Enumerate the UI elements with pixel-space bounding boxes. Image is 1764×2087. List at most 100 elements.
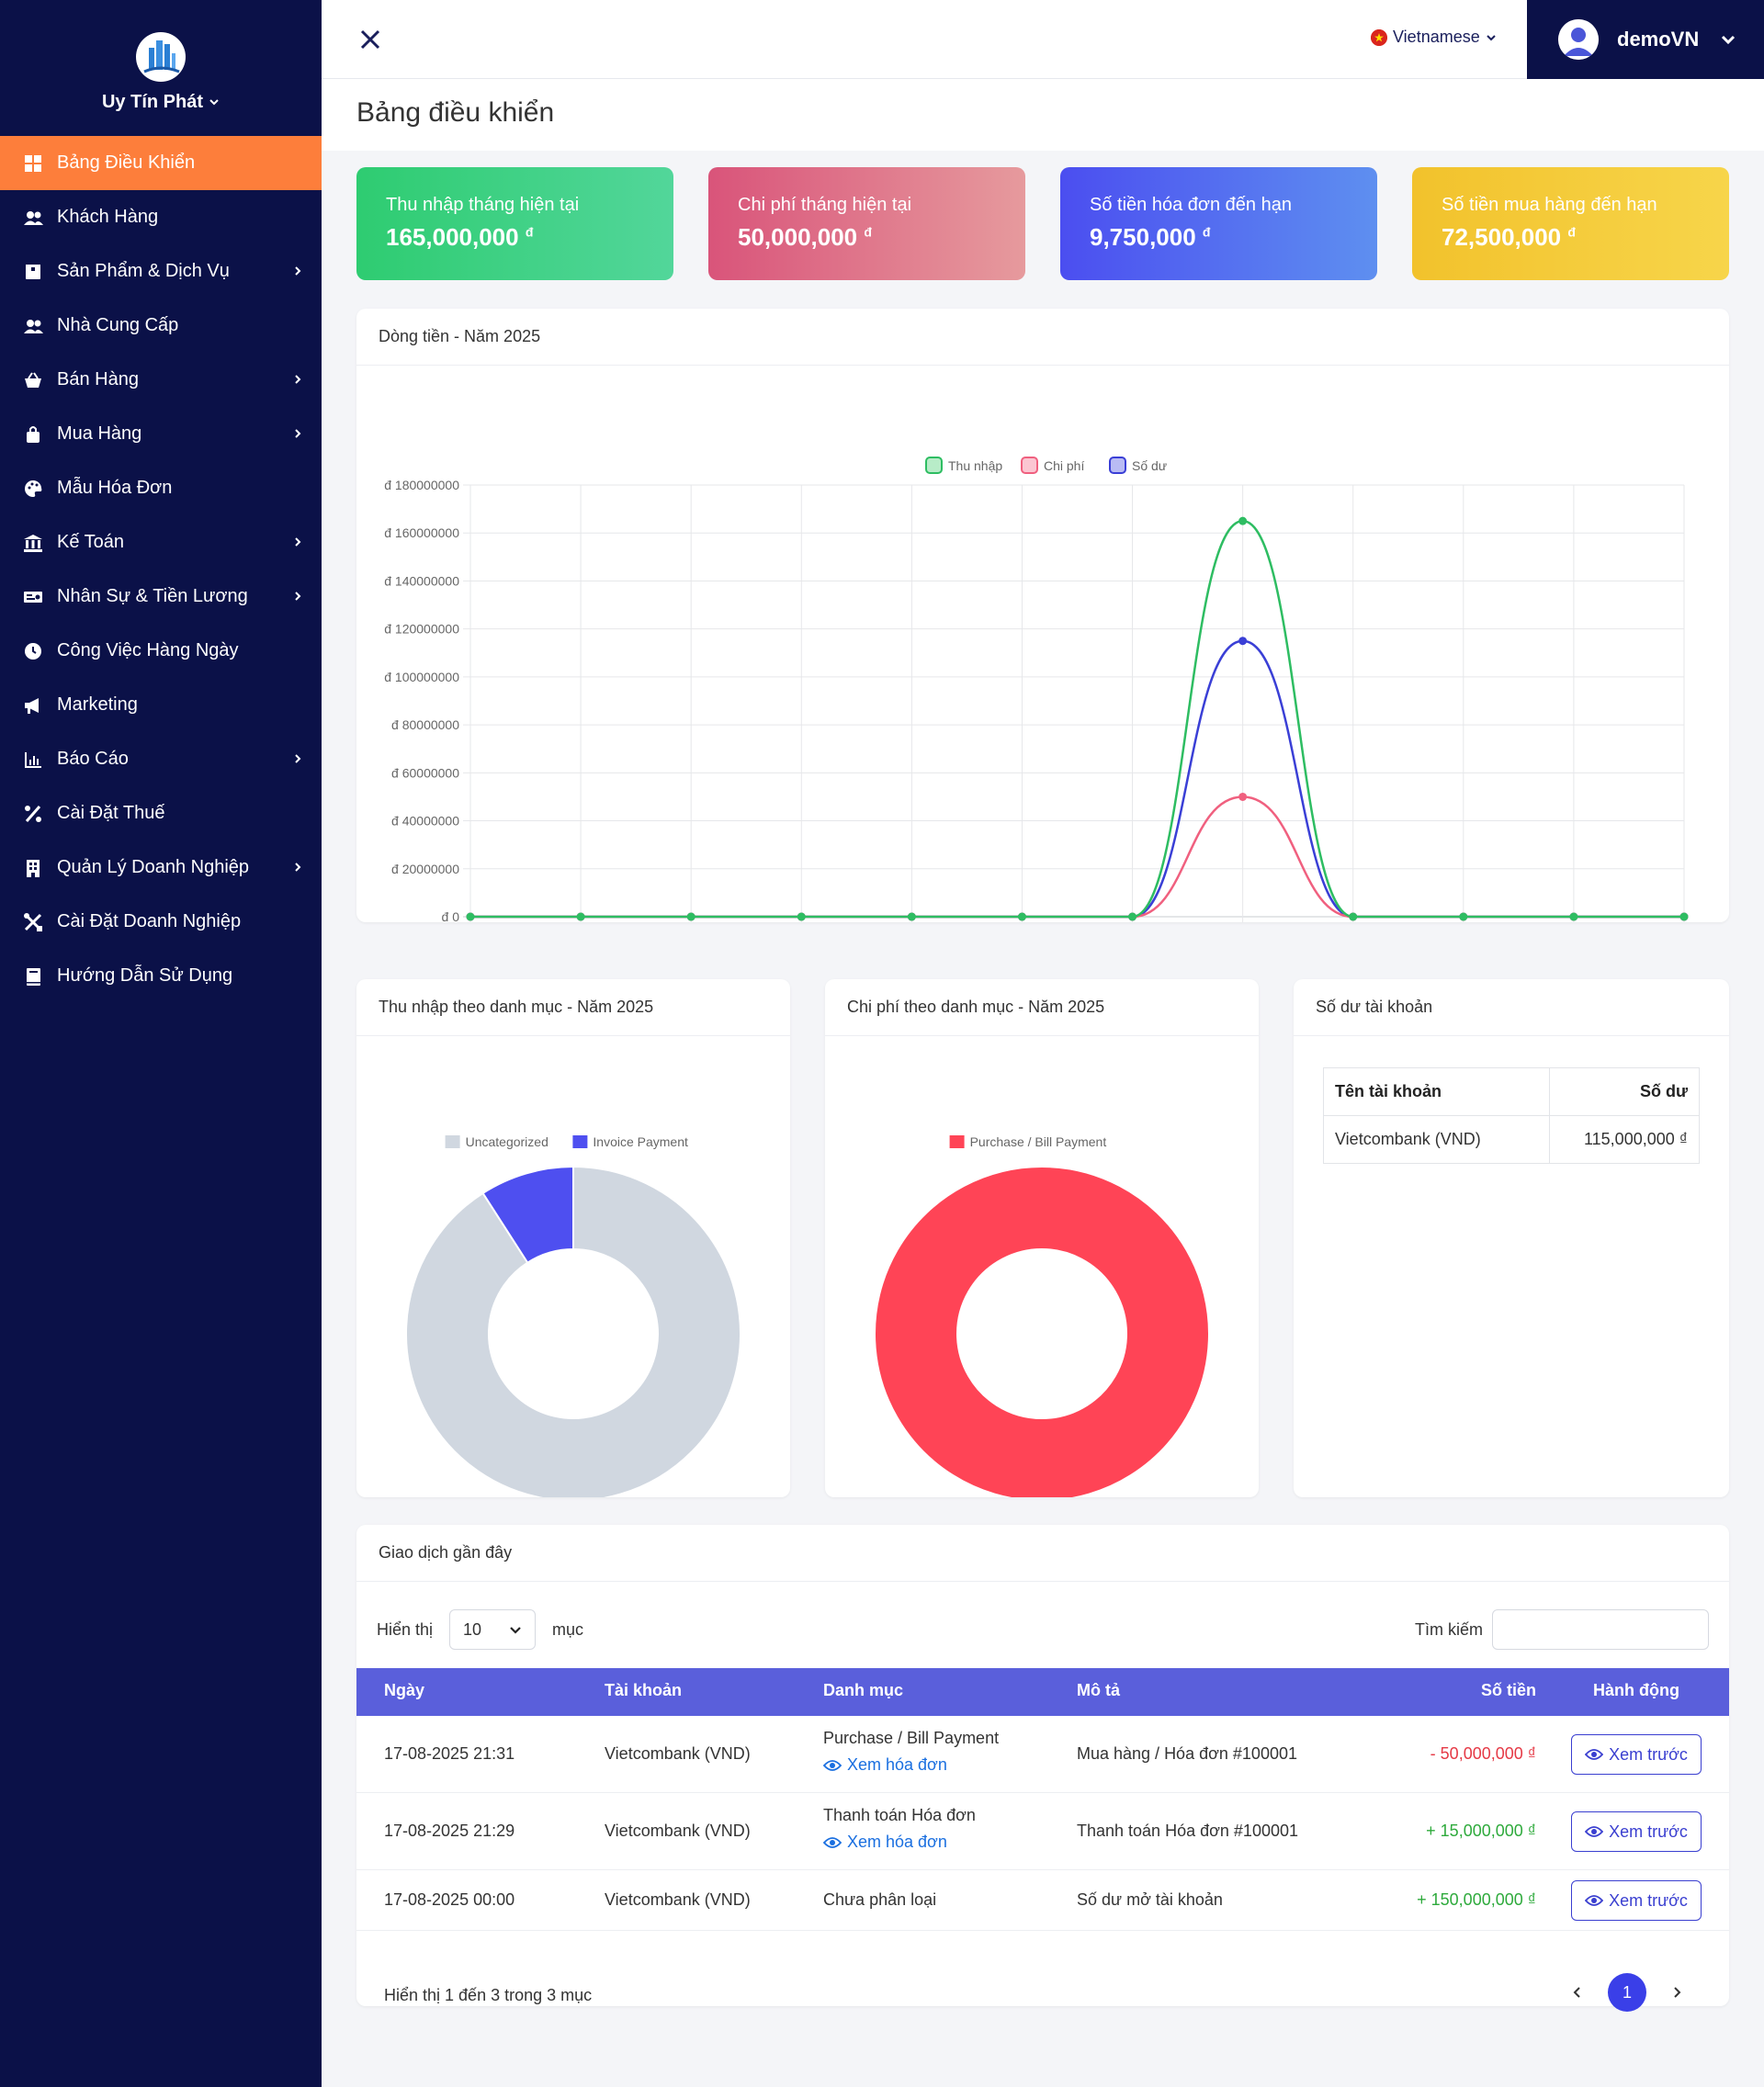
chevron-right-icon	[295, 375, 301, 384]
sidebar-item-5[interactable]: Bán Hàng	[0, 353, 322, 407]
column-header-date[interactable]: Ngày	[384, 1681, 425, 1699]
sidebar-item-label: Marketing	[57, 694, 138, 715]
megaphone-icon	[22, 694, 44, 716]
eye-icon	[1585, 1895, 1604, 1906]
pie-slice[interactable]	[405, 1165, 741, 1497]
language-selector[interactable]: Vietnamese	[1371, 28, 1497, 47]
transaction-category-cell: Thanh toán Hóa đơn Xem hóa đơn	[823, 1806, 976, 1852]
avatar	[1558, 19, 1599, 60]
sidebar-item-12[interactable]: Báo Cáo	[0, 732, 322, 786]
transaction-account: Vietcombank (VND)	[605, 1744, 751, 1763]
brand-name: Uy Tín Phát	[101, 91, 203, 112]
column-header-account[interactable]: Tài khoản	[605, 1681, 683, 1699]
stat-card: Thu nhập tháng hiện tại 165,000,000 đ	[356, 167, 673, 280]
y-tick-label: đ 0	[442, 909, 460, 922]
column-header-description[interactable]: Mô tả	[1077, 1681, 1120, 1699]
table-row: 17-08-2025 21:31 Vietcombank (VND) Purch…	[356, 1716, 1729, 1793]
page-button[interactable]: 1	[1608, 1973, 1646, 2012]
series-line	[469, 519, 1684, 919]
transaction-date: 17-08-2025 21:29	[384, 1822, 515, 1840]
shopping-bag-icon	[22, 423, 44, 446]
data-point	[797, 912, 806, 921]
chevron-down-icon	[1487, 34, 1496, 40]
sidebar-item-13[interactable]: Cài Đặt Thuế	[0, 786, 322, 840]
sidebar-item-14[interactable]: Quản Lý Doanh Nghiệp	[0, 840, 322, 895]
legend-swatch[interactable]	[949, 1135, 965, 1148]
account-balance: 115,000,000 ₫	[1549, 1115, 1700, 1164]
sidebar-item-7[interactable]: Mẫu Hóa Đơn	[0, 461, 322, 515]
legend-label[interactable]: Purchase / Bill Payment	[970, 1134, 1107, 1149]
chevron-right-icon	[295, 754, 301, 763]
money-icon	[22, 586, 44, 608]
view-invoice-label: Xem hóa đơn	[847, 1833, 947, 1851]
view-invoice-label: Xem hóa đơn	[847, 1755, 947, 1774]
preview-button[interactable]: Xem trước	[1571, 1880, 1702, 1921]
transaction-category-cell: Chưa phân loại	[823, 1890, 936, 1910]
data-point	[1017, 912, 1026, 921]
transaction-category-cell: Purchase / Bill Payment Xem hóa đơn	[823, 1729, 999, 1775]
sidebar-item-4[interactable]: Nhà Cung Cấp	[0, 299, 322, 353]
stat-value: 9,750,000 đ	[1090, 223, 1348, 252]
pagination: 1	[1571, 1973, 1683, 2012]
page-size-select[interactable]: 10	[449, 1609, 537, 1650]
search-input[interactable]	[1492, 1609, 1709, 1650]
data-point	[1459, 912, 1468, 921]
legend-swatch[interactable]	[445, 1135, 460, 1148]
sidebar-item-6[interactable]: Mua Hàng	[0, 407, 322, 461]
sidebar-item-2[interactable]: Khách Hàng	[0, 190, 322, 244]
sidebar-item-1[interactable]: Bảng Điều Khiển	[0, 136, 322, 190]
view-invoice-link[interactable]: Xem hóa đơn	[823, 1755, 999, 1775]
preview-button[interactable]: Xem trước	[1571, 1811, 1702, 1852]
bank-icon	[22, 532, 44, 554]
vietnam-flag-icon	[1371, 28, 1387, 46]
card-title: Thu nhập theo danh mục - Năm 2025	[356, 979, 790, 1036]
dashboard-icon	[22, 152, 44, 175]
transaction-account: Vietcombank (VND)	[605, 1890, 751, 1909]
building-icon	[22, 857, 44, 879]
legend-label[interactable]: Invoice Payment	[593, 1134, 688, 1149]
sidebar-item-15[interactable]: Cài Đặt Doanh Nghiệp	[0, 895, 322, 949]
percent-icon	[22, 803, 44, 825]
chevron-right-icon	[295, 266, 301, 276]
sidebar-item-3[interactable]: Sản Phẩm & Dịch Vụ	[0, 244, 322, 299]
view-invoice-link[interactable]: Xem hóa đơn	[823, 1833, 976, 1852]
stat-label: Số tiền hóa đơn đến hạn	[1090, 195, 1292, 215]
account-balance-table: Tên tài khoản Số dư Vietcombank (VND) 11…	[1323, 1067, 1700, 1164]
sidebar-item-9[interactable]: Nhân Sự & Tiền Lương	[0, 570, 322, 624]
pie-slice[interactable]	[481, 1165, 574, 1264]
sidebar-item-8[interactable]: Kế Toán	[0, 515, 322, 570]
y-tick-label: đ 120000000	[384, 622, 459, 637]
brand[interactable]: Uy Tín Phát	[0, 0, 322, 136]
sidebar-item-10[interactable]: Công Việc Hàng Ngày	[0, 624, 322, 678]
column-header-category[interactable]: Danh mục	[823, 1681, 904, 1699]
language-label: Vietnamese	[1393, 28, 1480, 46]
sidebar-item-label: Hướng Dẫn Sử Dụng	[57, 965, 233, 986]
y-tick-label: đ 100000000	[384, 670, 459, 684]
chevron-left-icon[interactable]	[1571, 1986, 1584, 1999]
brand-logo-icon	[136, 31, 186, 82]
legend-swatch[interactable]	[572, 1135, 588, 1148]
sidebar-item-16[interactable]: Hướng Dẫn Sử Dụng	[0, 949, 322, 1003]
user-menu[interactable]: demoVN	[1527, 0, 1764, 79]
data-point	[1128, 912, 1137, 921]
preview-button[interactable]: Xem trước	[1571, 1734, 1702, 1775]
chevron-right-icon[interactable]	[1670, 1986, 1683, 1999]
pie-slice[interactable]	[874, 1166, 1210, 1497]
column-header-account: Tên tài khoản	[1323, 1067, 1550, 1116]
search-control: Tìm kiếm	[1415, 1609, 1709, 1650]
data-point	[1238, 637, 1248, 646]
transaction-account: Vietcombank (VND)	[605, 1822, 751, 1840]
data-point	[686, 912, 695, 921]
table-row: Vietcombank (VND) 115,000,000 ₫	[1323, 1115, 1700, 1164]
cashflow-card: Dòng tiền - Năm 2025 Thu nhập Chi phí Số d…	[356, 309, 1729, 922]
column-header-amount[interactable]: Số tiền	[1480, 1681, 1536, 1699]
legend-label[interactable]: Uncategorized	[466, 1134, 548, 1149]
sidebar-item-label: Nhân Sự & Tiền Lương	[57, 586, 248, 606]
sidebar-item-11[interactable]: Marketing	[0, 678, 322, 732]
card-title: Số dư tài khoản	[1294, 979, 1729, 1036]
y-tick-label: đ 80000000	[391, 717, 459, 732]
table-header: Ngày Tài khoản Danh mục Mô tả Số tiền Hà…	[356, 1668, 1729, 1716]
close-icon[interactable]	[356, 26, 384, 53]
transaction-category: Purchase / Bill Payment	[823, 1729, 1000, 1747]
stat-currency: đ	[1567, 224, 1576, 240]
